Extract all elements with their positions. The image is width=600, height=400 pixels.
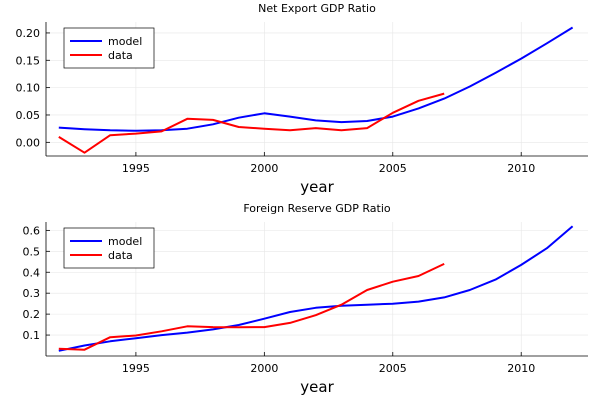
x-tick-label: 2010 (507, 362, 535, 375)
y-tick-label: 0.00 (16, 136, 41, 149)
x-tick-label: 1995 (122, 162, 150, 175)
y-tick-label: 0.3 (23, 287, 41, 300)
series-line-model (58, 225, 574, 352)
y-tick-label: 0.6 (23, 224, 41, 237)
legend-label-data: data (108, 249, 133, 262)
chart-title: Foreign Reserve GDP Ratio (243, 202, 391, 215)
series-line-model (58, 26, 574, 132)
x-tick-label: 2000 (250, 162, 278, 175)
y-tick-label: 0.15 (16, 54, 41, 67)
x-tick-label: 2010 (507, 162, 535, 175)
y-tick-label: 0.2 (23, 308, 41, 321)
y-tick-label: 0.05 (16, 109, 41, 122)
y-tick-label: 0.5 (23, 245, 41, 258)
y-tick-label: 0.20 (16, 27, 41, 40)
legend-label-model: model (108, 35, 142, 48)
chart-2: Foreign Reserve GDP Ratio 1995 2000 2005 201… (23, 202, 588, 396)
x-tick-label: 2005 (379, 362, 407, 375)
y-tick-label: 0.1 (23, 329, 41, 342)
legend-box (63, 27, 155, 69)
chart-1: Net Export GDP Ratio 1995 2000 2005 2010 0.00… (16, 2, 588, 196)
x-tick-label: 2005 (379, 162, 407, 175)
series-line-data (58, 262, 445, 351)
series-line-data (58, 92, 445, 154)
x-tick-label: 1995 (122, 362, 150, 375)
y-tick-label: 0.10 (16, 82, 41, 95)
legend-label-data: data (108, 49, 133, 62)
x-axis-label: year (300, 178, 334, 196)
y-tick-label: 0.4 (23, 266, 41, 279)
x-tick-label: 2000 (250, 362, 278, 375)
chart-title: Net Export GDP Ratio (258, 2, 376, 15)
legend-box (63, 227, 155, 269)
x-axis-label: year (300, 378, 334, 396)
legend-label-model: model (108, 235, 142, 248)
